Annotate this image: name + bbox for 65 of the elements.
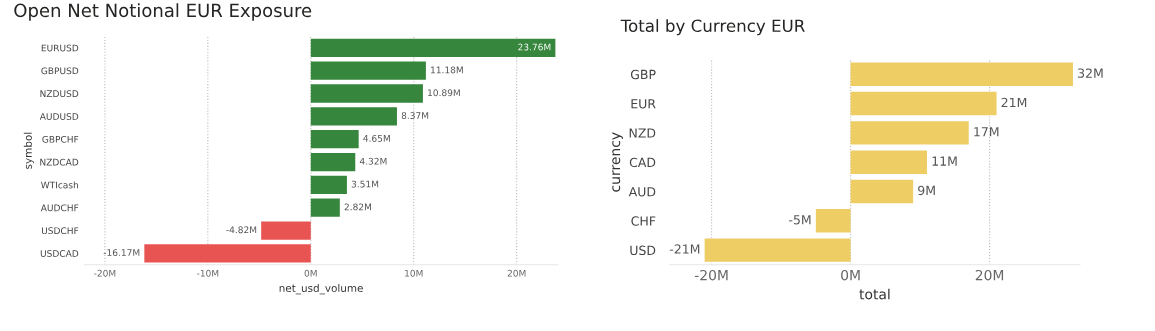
- bar: [850, 121, 969, 145]
- y-tick-label: AUD: [628, 187, 656, 197]
- data-label: 17M: [974, 127, 999, 137]
- y-tick-label: USDCHF: [41, 227, 79, 235]
- bar: [310, 38, 556, 57]
- data-label: 2.82M: [344, 203, 371, 211]
- y-tick-label: NZDUSD: [40, 90, 79, 98]
- bar: [850, 91, 997, 116]
- data-label: 8.37M: [401, 112, 429, 119]
- x-tick-label: -10M: [197, 269, 219, 277]
- y-tick-label: EURUSD: [41, 44, 79, 52]
- x-tick-label: 20M: [507, 269, 526, 277]
- bar: [310, 152, 356, 172]
- data-label: 4.32M: [359, 157, 387, 165]
- bar: [815, 209, 851, 233]
- y-axis-title: symbol: [23, 132, 34, 169]
- y-tick-label: GBPCHF: [42, 135, 79, 143]
- data-label: 9M: [918, 185, 935, 196]
- chart-title: Total by Currency EUR: [620, 19, 805, 36]
- data-label: -16.17M: [103, 249, 140, 256]
- y-axis-title: currency: [612, 132, 623, 192]
- data-label: 32M: [1078, 68, 1103, 78]
- bar: [310, 107, 397, 126]
- y-tick-label: NZD: [629, 128, 656, 138]
- bar: [704, 238, 851, 262]
- x-tick-label: 20M: [975, 269, 1004, 281]
- bar: [310, 130, 359, 149]
- bar: [261, 221, 311, 240]
- bar: [310, 84, 423, 103]
- bar: [850, 179, 914, 204]
- x-tick-label: 0M: [304, 269, 317, 277]
- y-tick-label: EUR: [631, 99, 656, 109]
- data-label: -21M: [669, 244, 700, 254]
- data-label: 4.65M: [363, 134, 390, 142]
- y-tick-label: GBP: [630, 69, 656, 80]
- data-label: 11M: [932, 156, 957, 166]
- bar: [850, 150, 928, 174]
- y-tick-label: CHF: [631, 216, 656, 226]
- x-tick-label: 0M: [841, 269, 860, 281]
- y-tick-label: USD: [630, 245, 656, 256]
- y-tick-label: NZDCAD: [40, 158, 79, 166]
- bar: [310, 175, 347, 194]
- data-label: 3.51M: [351, 180, 379, 188]
- data-label: 21M: [1001, 97, 1027, 107]
- x-axis-title: net_usd_volume: [279, 283, 363, 295]
- data-label: -5M: [789, 215, 811, 225]
- data-label: 10.89M: [428, 89, 460, 97]
- y-tick-label: AUDCHF: [40, 204, 79, 212]
- y-tick-label: GBPUSD: [41, 67, 79, 75]
- data-label: 11.18M: [431, 66, 463, 74]
- x-tick-label: -20M: [694, 269, 728, 281]
- y-tick-label: USDCAD: [40, 250, 79, 257]
- y-tick-label: WTIcash: [41, 181, 78, 189]
- bar: [310, 198, 340, 217]
- y-tick-label: CAD: [629, 157, 656, 168]
- data-label: 23.76M: [518, 43, 551, 51]
- x-axis-title: total: [859, 288, 890, 300]
- data-label: -4.82M: [226, 226, 257, 234]
- bar: [310, 61, 426, 80]
- x-tick-label: -20M: [94, 269, 116, 277]
- x-tick-label: 10M: [405, 269, 423, 277]
- chart-title: Open Net Notional EUR Exposure: [14, 3, 312, 21]
- bar: [144, 244, 311, 263]
- y-tick-label: AUDUSD: [39, 113, 79, 120]
- bar: [850, 62, 1073, 86]
